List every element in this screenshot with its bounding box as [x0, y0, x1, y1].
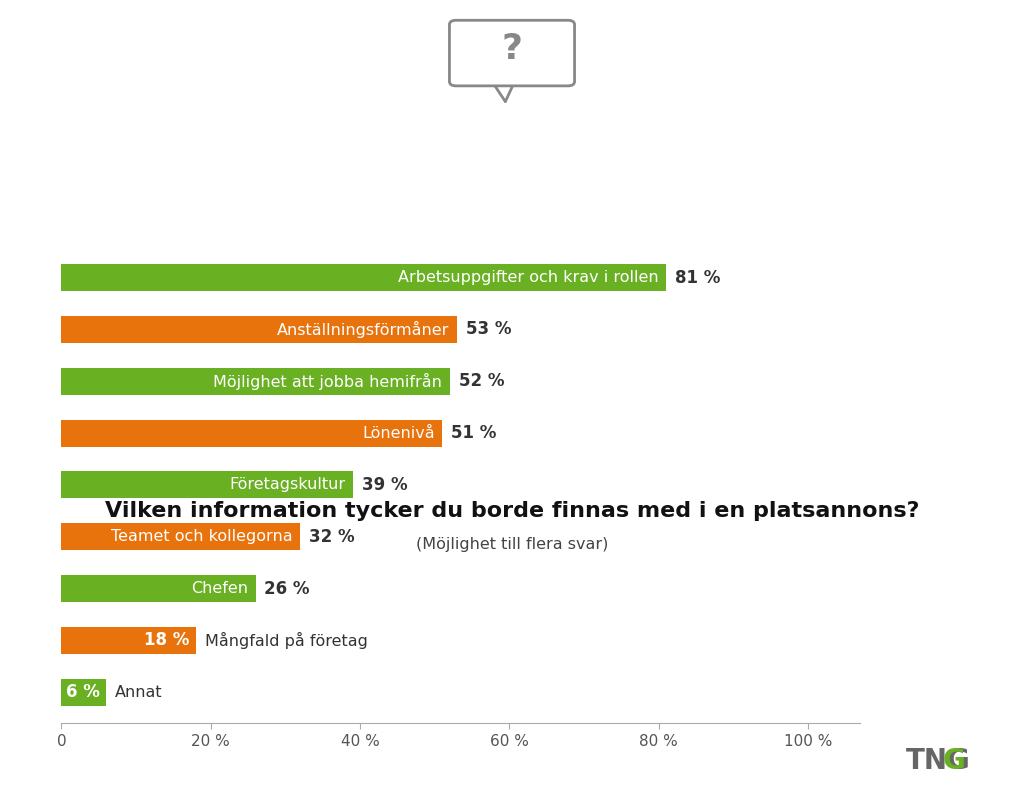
Text: Anställningsförmåner: Anställningsförmåner: [278, 321, 450, 338]
Text: 26 %: 26 %: [264, 580, 310, 598]
Text: Chefen: Chefen: [191, 581, 248, 596]
Text: Annat: Annat: [115, 684, 163, 700]
Bar: [61, 420, 442, 447]
Text: 53 %: 53 %: [466, 320, 512, 339]
Bar: [61, 471, 352, 498]
Text: Mångfald på företag: Mångfald på företag: [205, 632, 368, 649]
Text: 81 %: 81 %: [675, 269, 721, 286]
Bar: [61, 575, 256, 602]
Text: Lönenivå: Lönenivå: [362, 425, 434, 440]
Bar: [61, 264, 666, 291]
Text: (Möjlighet till flera svar): (Möjlighet till flera svar): [416, 537, 608, 552]
Text: Företagskultur: Företagskultur: [229, 478, 345, 492]
Text: 39 %: 39 %: [361, 476, 408, 494]
Bar: [61, 316, 457, 343]
Text: 18 %: 18 %: [144, 631, 189, 650]
Text: 32 %: 32 %: [309, 528, 355, 546]
Polygon shape: [494, 76, 513, 80]
Text: 52 %: 52 %: [459, 372, 504, 390]
Text: Arbetsuppgifter och krav i rollen: Arbetsuppgifter och krav i rollen: [398, 270, 658, 285]
Text: ?: ?: [502, 32, 522, 66]
Text: TNG: TNG: [906, 747, 971, 775]
Bar: [61, 679, 106, 706]
Text: G: G: [943, 747, 966, 775]
Text: 6 %: 6 %: [67, 684, 100, 701]
Bar: [61, 523, 300, 550]
Text: Vilken information tycker du borde finnas med i en platsannons?: Vilken information tycker du borde finna…: [104, 501, 920, 521]
Bar: [61, 627, 196, 654]
Bar: [61, 368, 450, 395]
Text: Möjlighet att jobba hemifrån: Möjlighet att jobba hemifrån: [213, 373, 442, 390]
Text: Teamet och kollegorna: Teamet och kollegorna: [112, 529, 293, 545]
Text: 51 %: 51 %: [452, 424, 497, 442]
Polygon shape: [492, 82, 515, 102]
FancyBboxPatch shape: [450, 21, 574, 86]
